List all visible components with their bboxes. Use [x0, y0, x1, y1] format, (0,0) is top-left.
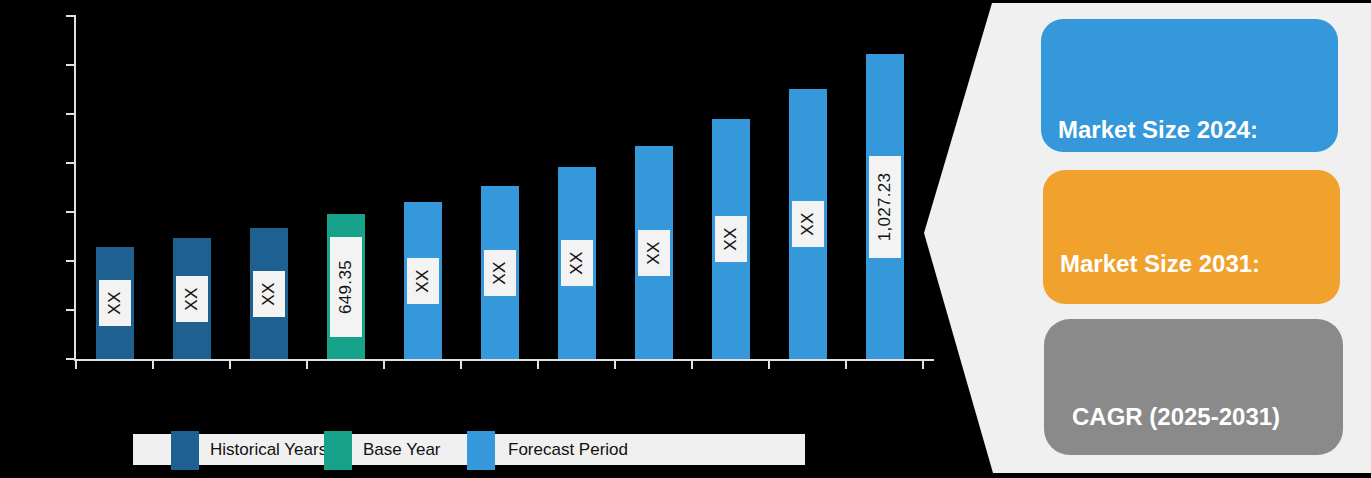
bar-value-text: XX — [182, 287, 202, 310]
x-axis — [74, 359, 934, 361]
bar-value-text: 649.35 — [336, 260, 356, 314]
x-axis-tick — [460, 361, 462, 369]
bar-value-text: XX — [644, 241, 664, 264]
x-axis-tick — [306, 361, 308, 369]
bar-value-label: XX — [99, 280, 131, 326]
x-axis-tick — [845, 361, 847, 369]
legend-chip-historical-years — [171, 431, 199, 470]
legend-chip-base-year — [324, 431, 352, 470]
bar-value-text: XX — [105, 291, 125, 314]
bar-value-text: XX — [798, 212, 818, 235]
y-axis-tick — [66, 211, 75, 213]
bar-value-text: 1,027.23 — [875, 173, 895, 242]
x-axis-tick — [152, 361, 154, 369]
y-axis-tick — [66, 358, 75, 360]
market-chart-stage: XX XX XX 649.35 XX XX XX XX XX XX 1,027.23 Histori… — [0, 0, 1371, 478]
cagr-title: CAGR (2025-2031) — [1072, 400, 1333, 433]
bar-value-label: XX — [176, 276, 208, 322]
bar-value-label: 649.35 — [330, 237, 362, 337]
bar-value-label: XX — [253, 271, 285, 317]
x-axis-tick — [691, 361, 693, 369]
x-axis-tick — [922, 361, 924, 369]
bar-value-label: 1,027.23 — [869, 156, 901, 258]
y-axis-tick — [66, 309, 75, 311]
x-axis-tick — [383, 361, 385, 369]
bar-value-label: XX — [792, 201, 824, 247]
x-axis-tick — [768, 361, 770, 369]
x-axis-tick — [614, 361, 616, 369]
bar-value-label: XX — [407, 258, 439, 304]
bar-value-text: XX — [259, 282, 279, 305]
cagr-card: CAGR (2025-2031) 6.8% — [1044, 319, 1343, 455]
bar-value-text: XX — [413, 269, 433, 292]
bar-value-label: XX — [715, 216, 747, 262]
market-size-2024-card: Market Size 2024: US$ 649.35 Million — [1041, 19, 1338, 152]
x-axis-tick — [537, 361, 539, 369]
bar-value-label: XX — [638, 230, 670, 276]
y-axis-tick — [66, 15, 75, 17]
x-axis-tick — [75, 361, 77, 369]
y-axis-tick — [66, 113, 75, 115]
bar-value-label: XX — [561, 240, 593, 286]
bar-value-text: XX — [567, 251, 587, 274]
y-axis-tick — [66, 260, 75, 262]
market-size-2024-title: Market Size 2024: — [1058, 112, 1328, 148]
market-size-2031-title: Market Size 2031: — [1060, 250, 1330, 278]
bar-value-text: XX — [490, 261, 510, 284]
y-axis-tick — [66, 162, 75, 164]
bar-value-label: XX — [484, 250, 516, 296]
market-size-2031-card: Market Size 2031: US$ 1,027.23 Million — [1043, 170, 1340, 304]
x-axis-tick — [229, 361, 231, 369]
legend-label-base-year: Base Year — [363, 434, 441, 465]
legend-label-historical-years: Historical Years — [210, 434, 327, 465]
legend-chip-forecast-period — [467, 431, 495, 470]
legend-label-forecast-period: Forecast Period — [508, 434, 628, 465]
y-axis-tick — [66, 64, 75, 66]
bar-value-text: XX — [721, 227, 741, 250]
